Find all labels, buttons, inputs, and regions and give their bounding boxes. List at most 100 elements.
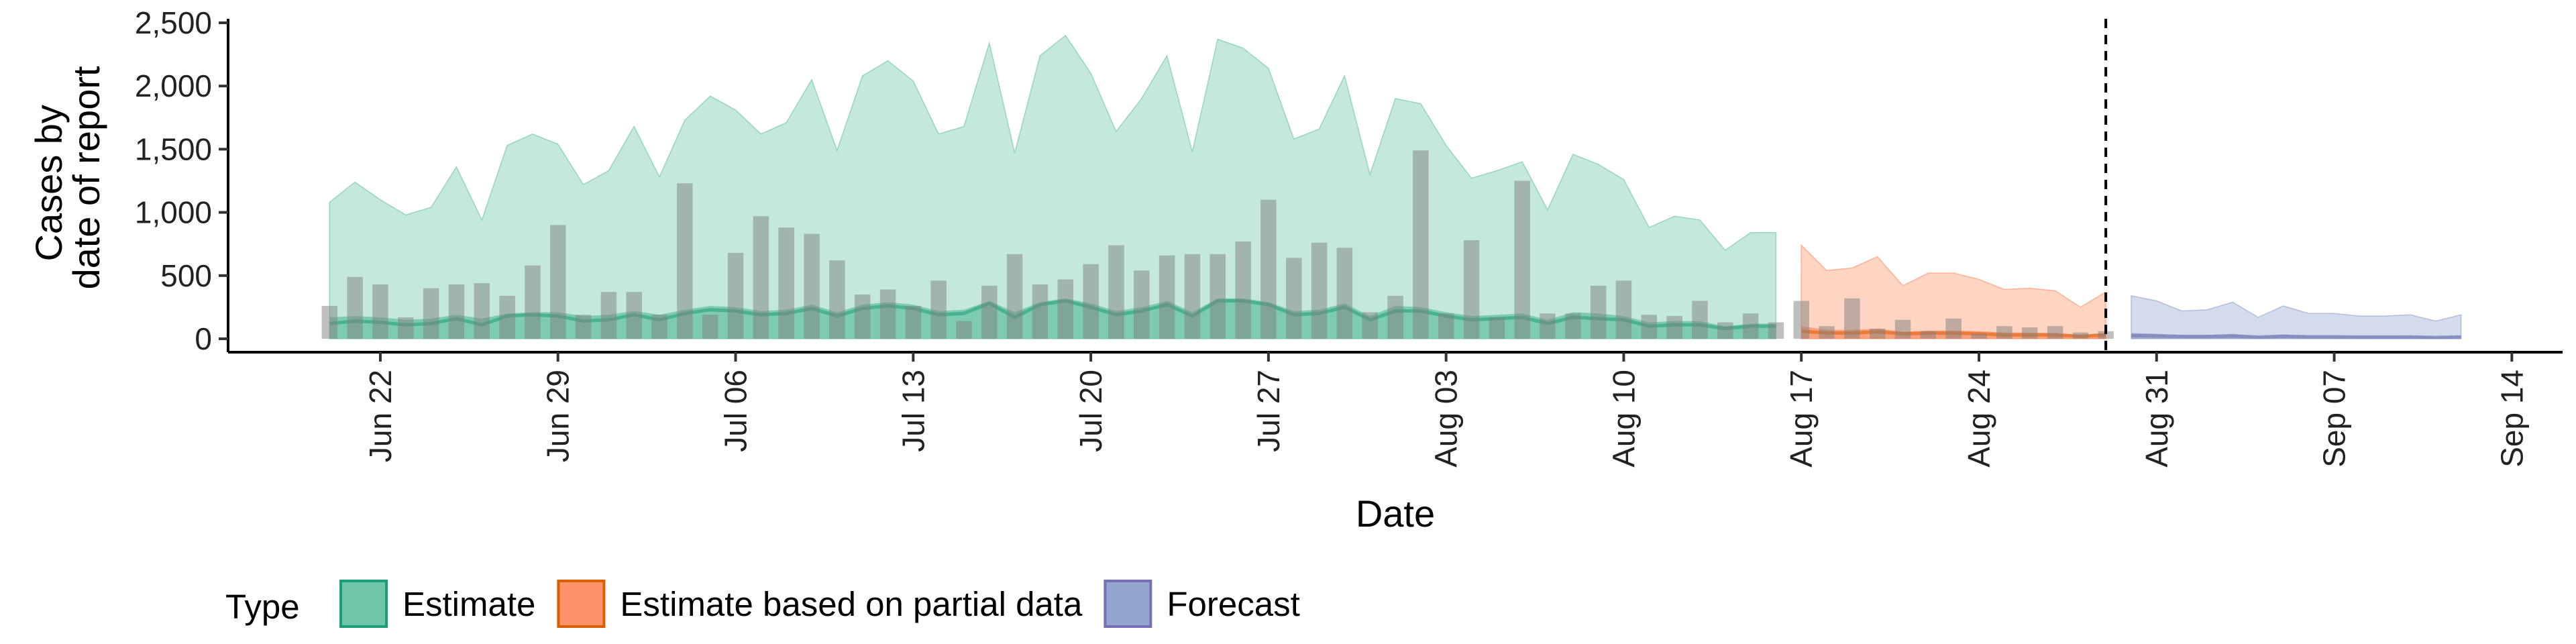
- reported-cases-bar: [550, 225, 566, 339]
- reported-cases-bar: [1006, 254, 1023, 339]
- reported-cases-bar: [1210, 254, 1226, 339]
- y-tick-label: 1,500: [135, 131, 212, 166]
- x-tick-label: Jul 06: [718, 370, 753, 452]
- x-tick-label: Sep 14: [2494, 370, 2529, 468]
- reported-cases-bar: [474, 283, 490, 339]
- reported-cases-bar: [1438, 313, 1454, 339]
- x-tick-label: Aug 03: [1429, 370, 1464, 468]
- reported-cases-bar: [677, 183, 693, 339]
- x-ticks: Jun 22 Jun 29 Jul 06 Jul 13 Jul 20 Jul 27 Aug …: [363, 352, 2529, 468]
- reported-cases-bar: [1641, 315, 1657, 339]
- series-median-line-2: [2131, 333, 2461, 339]
- x-tick-label: Jul 20: [1073, 370, 1108, 452]
- reported-cases-bar: [1336, 248, 1353, 339]
- reported-cases-bar: [525, 265, 541, 339]
- reported-cases-bar: [702, 315, 718, 339]
- reported-cases-bar: [1819, 326, 1835, 339]
- reported-cases-bar: [956, 321, 972, 339]
- reported-cases-bar: [651, 315, 667, 339]
- reported-cases-bar: [1134, 270, 1150, 339]
- reported-cases-bar: [1387, 295, 1403, 339]
- reported-cases-bar: [981, 285, 998, 339]
- legend-label-1: Estimate based on partial data: [620, 585, 1083, 623]
- y-tick-label: 2,500: [135, 5, 212, 40]
- legend-key-1: [557, 580, 606, 628]
- reported-cases-bar: [2098, 331, 2114, 339]
- x-tick-label: Aug 24: [1962, 370, 1996, 468]
- reported-cases-bar: [829, 260, 845, 339]
- reported-cases-bar: [1032, 284, 1049, 339]
- reported-cases-bar: [321, 306, 338, 339]
- reported-cases-bar: [1362, 312, 1378, 339]
- reported-cases-bar: [1920, 331, 1937, 339]
- reported-cases-bar: [1971, 333, 1987, 339]
- reported-cases-bar: [1108, 245, 1124, 339]
- y-axis-title-line-1: Cases by: [28, 105, 70, 261]
- reported-cases-bar: [398, 317, 414, 339]
- reported-cases-bar: [1870, 328, 1886, 339]
- reported-cases-bar: [1159, 255, 1175, 339]
- reported-cases-bar: [2047, 326, 2063, 339]
- reported-cases-bar: [854, 294, 871, 339]
- y-tick-label: 0: [195, 321, 212, 356]
- legend-title: Type: [225, 588, 300, 626]
- reported-cases-bar: [2072, 332, 2089, 339]
- reported-cases-bar: [1057, 279, 1073, 339]
- y-axis-title-line-2: date of report: [65, 66, 107, 290]
- reported-cases-bar: [1768, 322, 1784, 339]
- legend-label-2: Forecast: [1167, 585, 1299, 623]
- reported-cases-bar: [2021, 327, 2038, 339]
- reported-cases-bar: [778, 227, 794, 339]
- y-ticks: 0 500 1,000 1,500 2,000 2,500: [135, 5, 228, 356]
- reported-cases-bar: [448, 284, 465, 339]
- reported-cases-bar: [1311, 242, 1328, 339]
- reported-cases-bar: [1540, 313, 1556, 339]
- reported-cases-bar: [1742, 313, 1759, 339]
- reported-cases-bar: [575, 315, 592, 339]
- reported-cases-bar: [1945, 318, 1962, 339]
- reported-cases-bar: [1666, 316, 1682, 339]
- reported-cases-bar: [372, 284, 388, 339]
- reported-cases-bar: [879, 289, 896, 339]
- y-tick-label: 500: [160, 258, 212, 293]
- reported-cases-bar: [1235, 241, 1251, 339]
- reported-cases-bar: [347, 276, 363, 339]
- reported-cases-bar: [804, 233, 820, 339]
- reported-cases-bar: [626, 292, 642, 339]
- x-axis-title: Date: [1356, 492, 1435, 535]
- y-tick-label: 1,000: [135, 195, 212, 230]
- reported-cases-bar: [1489, 317, 1505, 339]
- reported-cases-bar: [1565, 313, 1581, 339]
- reported-cases-bar: [1793, 301, 1809, 339]
- reported-cases-bar: [1615, 280, 1632, 339]
- reported-cases-bar: [1260, 199, 1277, 339]
- reported-cases-bar: [1590, 285, 1607, 339]
- reported-cases-bar: [1894, 319, 1911, 339]
- legend-key-0: [339, 580, 388, 628]
- x-tick-label: Aug 17: [1784, 370, 1819, 468]
- reported-cases-bar: [1692, 301, 1708, 339]
- series-band-outer-2: [2131, 294, 2462, 339]
- y-tick-label: 2,000: [135, 68, 212, 103]
- reported-cases-bar: [1083, 264, 1099, 339]
- reported-cases-bar: [727, 252, 744, 339]
- reported-cases-bar: [1717, 322, 1733, 339]
- reported-cases-bar: [905, 306, 922, 339]
- axes: 0 500 1,000 1,500 2,000 2,500 Jun 22 Jun 29 Jul…: [135, 5, 2563, 468]
- reported-cases-bar: [600, 292, 617, 339]
- legend-key-2: [1104, 580, 1152, 628]
- x-tick-label: Aug 31: [2139, 370, 2174, 468]
- reported-cases-bar: [1413, 150, 1429, 339]
- reported-cases-bar: [1463, 240, 1480, 339]
- x-tick-label: Sep 07: [2317, 370, 2352, 468]
- reported-cases-bar: [1184, 254, 1201, 339]
- x-tick-label: Jul 13: [896, 370, 930, 452]
- reported-cases-bar: [499, 295, 515, 339]
- x-tick-label: Jun 22: [363, 370, 398, 462]
- reported-cases-bar: [1286, 258, 1302, 339]
- reported-cases-bar: [423, 288, 439, 339]
- reported-cases-bar: [753, 216, 769, 339]
- reported-cases-bar: [1514, 180, 1530, 339]
- legend: Type Estimate Estimate based on partial d…: [225, 580, 1300, 628]
- x-tick-label: Jul 27: [1251, 370, 1286, 452]
